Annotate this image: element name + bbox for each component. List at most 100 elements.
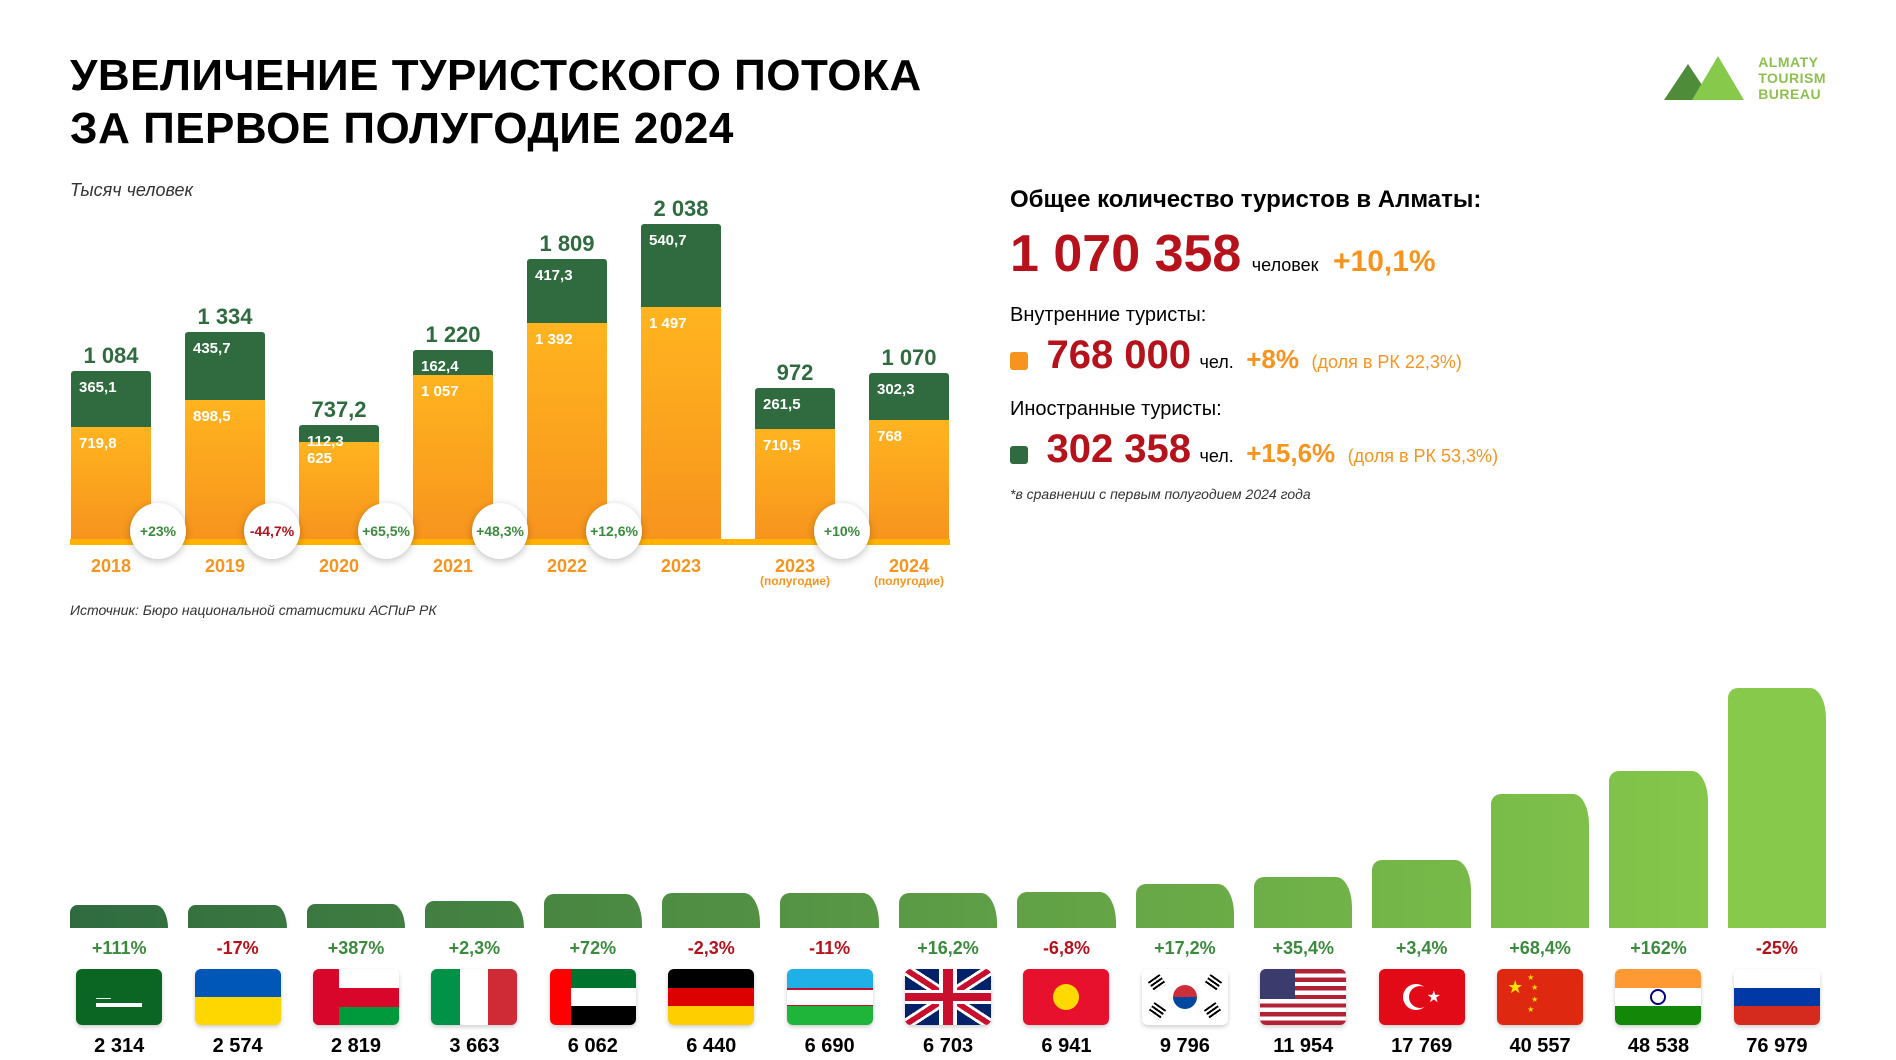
x-axis-label: 2023 — [640, 557, 722, 588]
country-bar — [899, 893, 997, 929]
country-pct: +72% — [570, 938, 617, 959]
kpi-total-row: 1 070 358 человек +10,1% — [1010, 224, 1826, 284]
country-col: +17,2% 9 796 — [1136, 884, 1234, 1059]
chart-x-labels: 2018201920202021202220232023(полугодие)2… — [70, 557, 950, 588]
x-axis-label: 2023(полугодие) — [754, 557, 836, 588]
country-value: 3 663 — [449, 1035, 499, 1058]
country-value: 2 314 — [94, 1035, 144, 1058]
kpi-domestic-label: Внутренние туристы: — [1010, 304, 1826, 327]
kpi-domestic-unit: чел. — [1200, 352, 1234, 372]
country-value: 2 819 — [331, 1035, 381, 1058]
flag-icon — [1260, 969, 1346, 1025]
kpi-domestic-delta: +8% — [1246, 344, 1299, 374]
country-value: 40 557 — [1509, 1035, 1570, 1058]
country-value: 6 062 — [568, 1035, 618, 1058]
bar-foreign-label: 417,3 — [535, 267, 573, 284]
bar-foreign-label: 540,7 — [649, 232, 687, 249]
country-pct: +17,2% — [1154, 938, 1216, 959]
bar-total-label: 737,2 — [299, 397, 379, 423]
logo-text: ALMATY TOURISM BUREAU — [1758, 54, 1826, 102]
flag-icon — [1615, 969, 1701, 1025]
bar-col: 1 8091 392417,3+12,6% — [526, 259, 608, 539]
bar-foreign-label: 112,3 — [307, 433, 344, 450]
country-pct: +16,2% — [917, 938, 979, 959]
bar-col: 1 334898,5435,7-44,7% — [184, 332, 266, 538]
bar-col: 2 0381 497540,7 — [640, 224, 722, 539]
country-col: +162%48 538 — [1609, 771, 1707, 1058]
country-pct: +387% — [328, 938, 385, 959]
flag-icon — [905, 969, 991, 1025]
chart-source: Источник: Бюро национальной статистики А… — [70, 602, 950, 618]
kpi-domestic-note: (доля в РК 22,3%) — [1311, 352, 1461, 372]
country-pct: -17% — [217, 938, 259, 959]
country-pct: +162% — [1630, 938, 1687, 959]
kpi-total-value: 1 070 358 — [1010, 225, 1241, 283]
bar-col: 1 084719,8365,1+23% — [70, 371, 152, 539]
flag-icon — [431, 969, 517, 1025]
bar-total-label: 1 220 — [413, 322, 493, 348]
country-pct: +68,4% — [1509, 938, 1571, 959]
kpi-footnote: *в сравнении с первым полугодием 2024 го… — [1010, 486, 1826, 502]
legend-domestic-icon — [1010, 352, 1028, 370]
logo: ALMATY TOURISM BUREAU — [1664, 50, 1826, 102]
kpi-head: Общее количество туристов в Алматы: — [1010, 186, 1826, 214]
country-pct: +35,4% — [1272, 938, 1334, 959]
kpi-total-unit: человек — [1252, 255, 1319, 275]
bar-domestic-label: 1 392 — [535, 331, 573, 348]
flag-icon: ★★★★★ — [1497, 969, 1583, 1025]
bar-total-label: 972 — [755, 360, 835, 386]
country-col: +2,3% 3 663 — [425, 901, 523, 1058]
country-col: -6,8%6 941 — [1017, 892, 1115, 1058]
page-title: УВЕЛИЧЕНИЕ ТУРИСТСКОГО ПОТОКА ЗА ПЕРВОЕ … — [70, 50, 922, 156]
chart-axis-label: Тысяч человек — [70, 180, 950, 201]
country-bar — [780, 893, 878, 928]
country-bar — [1491, 794, 1589, 928]
country-col: +3,4%★17 769 — [1372, 860, 1470, 1058]
bar-total-label: 1 070 — [869, 345, 949, 371]
country-value: 11 954 — [1273, 1035, 1333, 1058]
country-col: -25% 76 979 — [1728, 688, 1826, 1058]
country-bar — [70, 905, 168, 928]
bar-total-label: 1 334 — [185, 304, 265, 330]
country-col: +35,4% 11 954 — [1254, 877, 1352, 1058]
country-col: -17% 2 574 — [188, 905, 286, 1058]
kpi-total-delta: +10,1% — [1333, 245, 1436, 278]
country-pct: -25% — [1756, 938, 1798, 959]
title-line-2: ЗА ПЕРВОЕ ПОЛУГОДИЕ 2024 — [70, 103, 922, 156]
country-value: 9 796 — [1160, 1035, 1210, 1058]
country-bar — [1136, 884, 1234, 929]
kpi-panel: Общее количество туристов в Алматы: 1 07… — [1010, 180, 1826, 618]
bar-total-label: 1 809 — [527, 231, 607, 257]
bar-domestic-label: 710,5 — [763, 437, 801, 454]
bar-total-label: 1 084 — [71, 343, 151, 369]
flag-icon — [1734, 969, 1820, 1025]
bar-foreign-label: 261,5 — [763, 396, 801, 413]
tourist-flow-chart: 1 084719,8365,1+23% 1 334898,5435,7-44,7%… — [70, 205, 950, 545]
bar-domestic-label: 898,5 — [193, 408, 231, 425]
country-bar — [1017, 892, 1115, 928]
country-value: 6 690 — [805, 1035, 855, 1058]
x-axis-label: 2019 — [184, 557, 266, 588]
growth-badge: +23% — [130, 503, 186, 559]
flag-icon — [1142, 969, 1228, 1025]
bar-domestic-label: 719,8 — [79, 435, 117, 452]
country-bar — [307, 904, 405, 928]
bar-total-label: 2 038 — [641, 196, 721, 222]
kpi-foreign-unit: чел. — [1200, 446, 1234, 466]
bar-domestic-label: 625 — [307, 450, 332, 467]
country-bar — [662, 893, 760, 928]
country-pct: +2,3% — [449, 938, 501, 959]
kpi-foreign-note: (доля в РК 53,3%) — [1348, 446, 1498, 466]
flag-icon — [787, 969, 873, 1025]
country-value: 2 574 — [213, 1035, 263, 1058]
flag-icon: ـــــ — [76, 969, 162, 1025]
bar-col: 972710,5261,5+10% — [754, 388, 836, 538]
bar-foreign-label: 302,3 — [877, 381, 915, 398]
bar-domestic-label: 768 — [877, 428, 902, 445]
x-axis-label: 2024(полугодие) — [868, 557, 950, 588]
flag-icon — [550, 969, 636, 1025]
kpi-foreign-row: 302 358 чел. +15,6% (доля в РК 53,3%) — [1010, 427, 1826, 472]
country-value: 76 979 — [1746, 1035, 1807, 1058]
bar-col: 1 070768302,3 — [868, 373, 950, 538]
country-bar — [1254, 877, 1352, 928]
